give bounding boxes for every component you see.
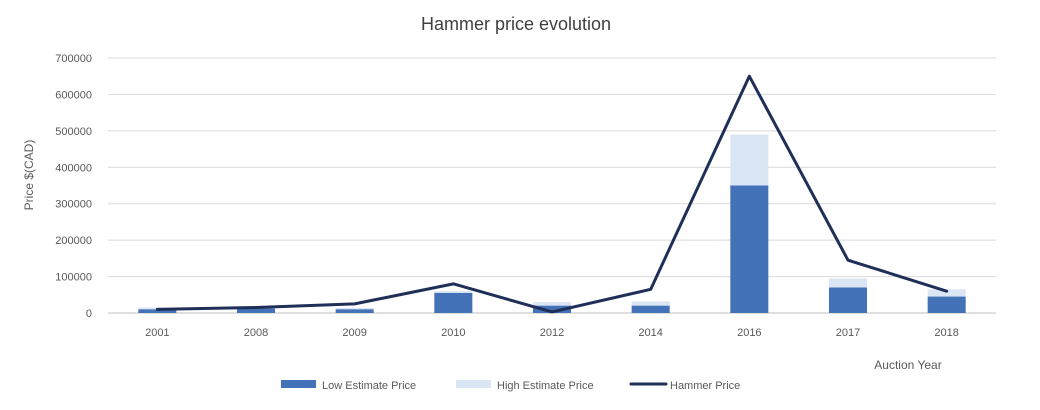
hammer-price-point [156,308,159,311]
y-tick-label: 100000 [55,272,92,284]
low-estimate-bar [631,305,670,313]
legend-label-high-estimate-price: High Estimate Price [497,380,594,392]
y-tick-label: 700000 [55,53,92,65]
legend-label-hammer-price: Hammer Price [670,380,740,392]
low-estimate-bar [434,292,473,313]
hammer-price-point [846,258,850,262]
chart-title: Hammer price evolution [421,14,611,34]
y-tick-label: 0 [86,308,92,320]
x-tick-label: 2001 [145,327,169,339]
hammer-price-point [452,282,455,286]
hammer-price-point [254,306,258,309]
legend-swatch-low-estimate-price [281,380,316,388]
y-axis-label: Price $(CAD) [22,140,36,211]
x-axis-label: Auction Year [874,358,941,372]
x-tick-label: 2012 [540,327,564,339]
low-estimate-bar [138,309,177,313]
hammer-price-point [550,310,554,314]
hammer-price-point [945,289,948,293]
low-estimate-bar [335,309,374,313]
y-tick-label: 400000 [55,162,92,174]
x-tick-label: 2016 [737,327,761,339]
y-tick-label: 300000 [55,199,92,211]
axis-layer: 0 100000 200000 300000 400000 500000 600000 700… [55,53,959,339]
legend-swatch-high-estimate-price [456,380,491,388]
legend: Low Estimate Price High Estimate Price H… [281,380,740,392]
y-tick-label: 500000 [55,126,92,138]
x-tick-label: 2008 [244,327,268,339]
low-estimate-bar [237,308,275,313]
y-tick-label: 600000 [55,89,92,101]
low-estimate-bar [533,305,571,313]
line-layer [155,74,949,314]
low-estimate-bar [829,287,867,313]
x-tick-label: 2014 [638,327,662,339]
y-tick-label: 200000 [55,235,92,247]
grid-layer [108,57,996,314]
hammer-price-point [353,302,356,306]
x-tick-label: 2010 [441,327,465,339]
hammer-price-point [649,288,652,291]
legend-label-low-estimate-price: Low Estimate Price [322,380,416,392]
bars-layer [138,134,966,313]
x-tick-label: 2018 [934,327,958,339]
x-tick-label: 2009 [342,327,366,339]
low-estimate-bar [927,296,966,313]
low-estimate-bar [730,185,769,313]
x-tick-label: 2017 [836,327,860,339]
hammer-price-point [748,75,751,78]
